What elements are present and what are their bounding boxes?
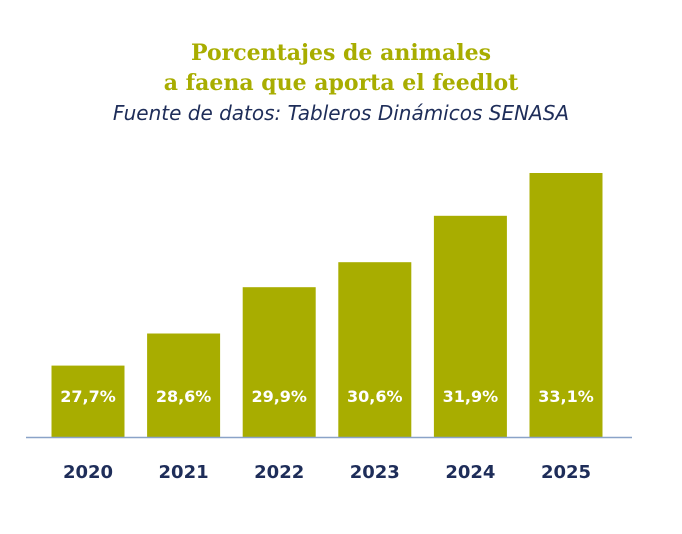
- chart-title-line-1: Porcentajes de animales: [191, 40, 491, 66]
- category-label-2020: 2020: [63, 462, 113, 483]
- bar-2025: [529, 173, 603, 437]
- value-label-2023: 30,6%: [347, 387, 403, 406]
- title-block: Porcentajes de animales a faena que apor…: [0, 38, 682, 128]
- bar-2021: [147, 333, 221, 437]
- category-label-2023: 2023: [350, 462, 400, 483]
- bar-2022: [242, 287, 316, 437]
- value-label-2022: 29,9%: [251, 387, 307, 406]
- category-label-2024: 2024: [445, 462, 495, 483]
- category-label-2021: 2021: [159, 462, 209, 483]
- value-label-2021: 28,6%: [156, 387, 212, 406]
- category-label-2025: 2025: [541, 462, 591, 483]
- bar-2020: [51, 365, 125, 437]
- value-label-2025: 33,1%: [538, 387, 594, 406]
- chart-subtitle: Fuente de datos: Tableros Dinámicos SENA…: [112, 101, 570, 125]
- category-label-2022: 2022: [254, 462, 304, 483]
- value-label-2020: 27,7%: [60, 387, 116, 406]
- chart-title-line-2: a faena que aporta el feedlot: [163, 70, 519, 96]
- value-label-2024: 31,9%: [443, 387, 499, 406]
- bar-2023: [338, 262, 412, 437]
- bar-2024: [433, 215, 507, 437]
